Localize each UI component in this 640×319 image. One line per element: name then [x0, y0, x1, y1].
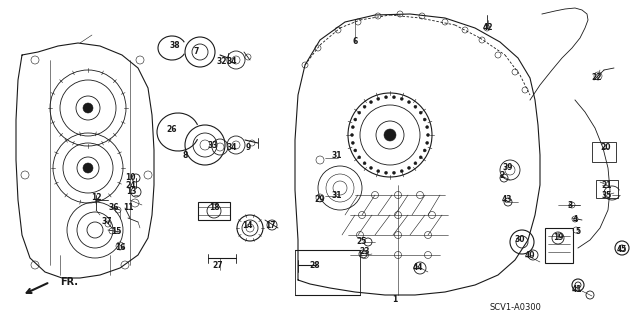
Circle shape: [358, 111, 361, 114]
Circle shape: [400, 170, 403, 173]
Circle shape: [369, 167, 372, 169]
Circle shape: [408, 100, 410, 104]
Circle shape: [423, 149, 426, 152]
Text: 33: 33: [208, 140, 218, 150]
Text: 3: 3: [568, 201, 573, 210]
Text: 17: 17: [265, 220, 275, 229]
Text: 2: 2: [499, 170, 504, 180]
Text: 9: 9: [245, 144, 251, 152]
Text: 19: 19: [553, 234, 563, 242]
Circle shape: [351, 141, 355, 145]
Circle shape: [358, 156, 361, 159]
Circle shape: [419, 111, 422, 114]
Text: 5: 5: [575, 227, 580, 236]
Text: 20: 20: [601, 144, 611, 152]
Circle shape: [423, 118, 426, 121]
Text: 28: 28: [310, 261, 320, 270]
Text: 35: 35: [602, 190, 612, 199]
Text: 42: 42: [483, 24, 493, 33]
Bar: [198, 202, 230, 220]
Text: SCV1-A0300: SCV1-A0300: [490, 303, 542, 313]
Text: 14: 14: [242, 220, 252, 229]
Text: 36: 36: [109, 204, 119, 212]
Circle shape: [414, 105, 417, 108]
Text: 26: 26: [167, 125, 177, 135]
Text: 31: 31: [332, 151, 342, 160]
Circle shape: [351, 126, 355, 129]
Circle shape: [385, 96, 388, 99]
Circle shape: [426, 126, 429, 129]
Text: 37: 37: [102, 218, 112, 226]
Text: 1: 1: [392, 295, 397, 305]
Text: 34: 34: [227, 144, 237, 152]
Text: 21: 21: [602, 181, 612, 189]
Text: FR.: FR.: [60, 277, 78, 287]
Text: 30: 30: [515, 235, 525, 244]
Text: 11: 11: [123, 204, 133, 212]
Text: 4: 4: [572, 216, 578, 225]
Circle shape: [385, 171, 388, 174]
Text: 44: 44: [413, 263, 423, 272]
Circle shape: [408, 167, 410, 169]
Text: 12: 12: [91, 194, 101, 203]
Circle shape: [419, 156, 422, 159]
Text: 45: 45: [617, 246, 627, 255]
Text: 43: 43: [502, 196, 512, 204]
Text: 16: 16: [115, 243, 125, 253]
Text: 38: 38: [170, 41, 180, 49]
Text: 32: 32: [217, 57, 227, 66]
Circle shape: [392, 171, 396, 174]
Circle shape: [400, 97, 403, 100]
Text: 34: 34: [227, 57, 237, 66]
Text: 24: 24: [125, 181, 136, 189]
Text: 29: 29: [315, 196, 325, 204]
Text: 15: 15: [111, 227, 121, 236]
Text: 31: 31: [332, 190, 342, 199]
Text: 41: 41: [572, 286, 582, 294]
Circle shape: [369, 100, 372, 104]
Circle shape: [426, 133, 429, 137]
Circle shape: [414, 162, 417, 165]
Text: 39: 39: [503, 164, 513, 173]
Circle shape: [351, 133, 353, 137]
Circle shape: [354, 149, 356, 152]
Text: 40: 40: [525, 250, 535, 259]
Text: 8: 8: [182, 151, 188, 160]
Circle shape: [426, 141, 429, 145]
Bar: [596, 180, 618, 198]
Circle shape: [363, 105, 366, 108]
Text: 18: 18: [209, 204, 220, 212]
Text: 27: 27: [212, 261, 223, 270]
Circle shape: [354, 118, 356, 121]
Text: 7: 7: [193, 48, 198, 56]
Text: 13: 13: [125, 188, 136, 197]
Text: 6: 6: [353, 38, 358, 47]
Bar: [545, 228, 573, 263]
Bar: [592, 142, 616, 162]
Circle shape: [363, 162, 366, 165]
Circle shape: [83, 163, 93, 173]
Circle shape: [384, 129, 396, 141]
Circle shape: [83, 103, 93, 113]
Text: 25: 25: [357, 238, 367, 247]
Circle shape: [377, 170, 380, 173]
Text: 22: 22: [592, 73, 602, 83]
Circle shape: [392, 96, 396, 99]
Circle shape: [377, 97, 380, 100]
Text: 23: 23: [360, 248, 371, 256]
Text: 10: 10: [125, 174, 135, 182]
